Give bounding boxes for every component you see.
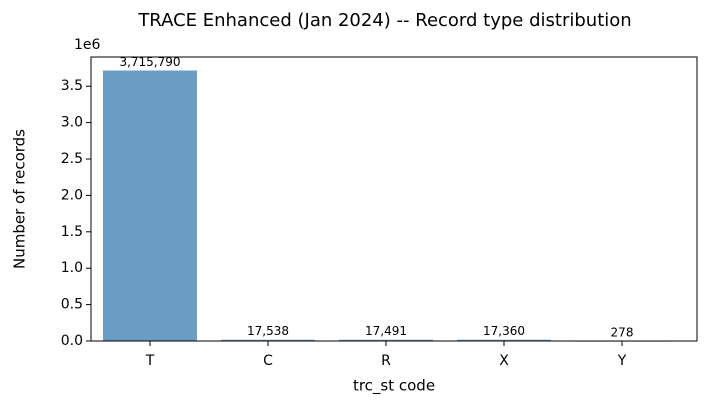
bar — [457, 339, 551, 341]
bar — [103, 70, 197, 342]
y-tick-label: 0.0 — [61, 333, 83, 349]
value-label: 17,360 — [483, 324, 525, 338]
y-tick-label: 2.0 — [61, 187, 83, 203]
value-label: 278 — [611, 325, 634, 339]
y-tick-label: 2.5 — [61, 151, 83, 167]
y-tick-label: 0.5 — [61, 297, 83, 313]
y-axis-label: Number of records — [11, 129, 29, 269]
y-offset-label: 1e6 — [74, 37, 101, 53]
chart-title: TRACE Enhanced (Jan 2024) -- Record type… — [137, 10, 631, 31]
value-label: 17,491 — [365, 324, 407, 338]
bar — [339, 339, 433, 341]
value-label: 3,715,790 — [119, 55, 180, 69]
x-tick-label: T — [145, 353, 155, 369]
bar — [221, 339, 315, 341]
x-tick-label: X — [499, 353, 509, 369]
y-tick-label: 3.5 — [61, 78, 83, 94]
y-tick-label: 3.0 — [61, 115, 83, 131]
y-tick-label: 1.0 — [61, 260, 83, 276]
y-tick-label: 1.5 — [61, 224, 83, 240]
x-tick-label: C — [263, 353, 273, 369]
plot-frame — [90, 56, 698, 342]
x-tick-label: R — [381, 353, 391, 369]
x-tick-label: Y — [617, 353, 627, 369]
x-axis-label: trc_st code — [353, 377, 435, 396]
value-label: 17,538 — [247, 324, 289, 338]
